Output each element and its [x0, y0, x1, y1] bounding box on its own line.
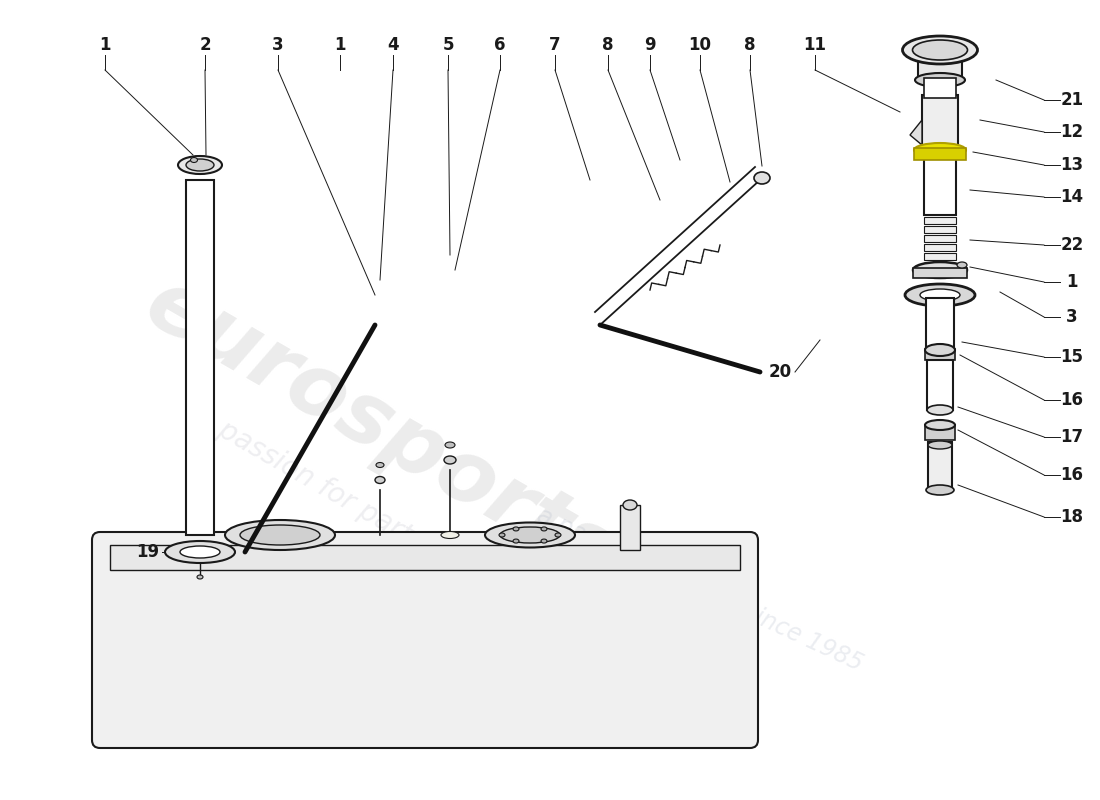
Polygon shape	[910, 120, 922, 145]
Bar	[110, 545, 740, 570]
Bar	[926, 298, 954, 348]
Text: 8: 8	[745, 36, 756, 54]
Bar	[914, 148, 966, 160]
Bar	[186, 180, 214, 535]
Ellipse shape	[444, 456, 456, 464]
Ellipse shape	[541, 539, 547, 543]
Text: 1: 1	[334, 36, 345, 54]
Ellipse shape	[513, 539, 519, 543]
Text: 21: 21	[1060, 91, 1083, 109]
Bar	[913, 268, 967, 278]
Text: 15: 15	[1060, 348, 1083, 366]
Ellipse shape	[178, 156, 222, 174]
FancyBboxPatch shape	[92, 532, 758, 748]
Ellipse shape	[485, 522, 575, 547]
Text: a passion for parts since 1985: a passion for parts since 1985	[534, 504, 867, 676]
Bar	[925, 425, 955, 440]
Text: 13: 13	[1060, 156, 1083, 174]
Text: 18: 18	[1060, 508, 1083, 526]
Text: 19: 19	[136, 543, 160, 561]
Ellipse shape	[180, 546, 220, 558]
Text: 10: 10	[689, 36, 712, 54]
Ellipse shape	[913, 40, 968, 60]
Ellipse shape	[499, 533, 505, 537]
Text: 17: 17	[1060, 428, 1083, 446]
Ellipse shape	[513, 527, 519, 531]
Ellipse shape	[915, 73, 965, 87]
Ellipse shape	[376, 462, 384, 467]
Bar	[620, 505, 640, 550]
Text: 6: 6	[494, 36, 506, 54]
Text: 11: 11	[803, 36, 826, 54]
Text: 8: 8	[603, 36, 614, 54]
Ellipse shape	[186, 159, 214, 171]
Ellipse shape	[500, 527, 560, 543]
Text: 1: 1	[1066, 273, 1078, 291]
Text: eurosports: eurosports	[131, 262, 629, 598]
Ellipse shape	[905, 284, 975, 306]
Text: 16: 16	[1060, 391, 1083, 409]
Text: 16: 16	[1060, 466, 1083, 484]
Bar	[924, 78, 956, 98]
Bar	[922, 95, 958, 150]
Ellipse shape	[913, 262, 967, 278]
Bar	[925, 349, 955, 360]
Text: 9: 9	[645, 36, 656, 54]
Ellipse shape	[226, 520, 336, 550]
Bar	[918, 50, 962, 80]
Ellipse shape	[446, 442, 455, 448]
Text: 4: 4	[387, 36, 399, 54]
Ellipse shape	[957, 262, 967, 268]
Ellipse shape	[165, 541, 235, 563]
Bar	[928, 442, 952, 490]
Text: 22: 22	[1060, 236, 1083, 254]
Bar	[927, 360, 953, 410]
Bar	[924, 235, 956, 242]
Text: 2: 2	[199, 36, 211, 54]
Ellipse shape	[556, 533, 561, 537]
Bar	[924, 217, 956, 224]
Text: 3: 3	[272, 36, 284, 54]
Ellipse shape	[441, 531, 459, 538]
Ellipse shape	[754, 172, 770, 184]
Text: 1: 1	[99, 36, 111, 54]
Ellipse shape	[623, 500, 637, 510]
Bar	[924, 253, 956, 260]
Ellipse shape	[920, 289, 960, 301]
Text: 20: 20	[769, 363, 792, 381]
Ellipse shape	[240, 525, 320, 545]
Bar	[924, 226, 956, 233]
Text: 7: 7	[549, 36, 561, 54]
Ellipse shape	[375, 477, 385, 483]
Bar	[924, 244, 956, 251]
Ellipse shape	[925, 420, 955, 430]
Text: 14: 14	[1060, 188, 1083, 206]
Ellipse shape	[928, 441, 952, 449]
Ellipse shape	[902, 36, 978, 64]
Bar	[924, 157, 956, 215]
Text: 12: 12	[1060, 123, 1083, 141]
Ellipse shape	[914, 143, 966, 157]
Ellipse shape	[541, 527, 547, 531]
Ellipse shape	[197, 575, 204, 579]
Ellipse shape	[190, 158, 198, 162]
Ellipse shape	[925, 344, 955, 356]
Text: 3: 3	[1066, 308, 1078, 326]
Text: a passion for parts since 1985: a passion for parts since 1985	[191, 403, 569, 637]
Ellipse shape	[926, 485, 954, 495]
Ellipse shape	[927, 405, 953, 415]
Text: 5: 5	[442, 36, 453, 54]
